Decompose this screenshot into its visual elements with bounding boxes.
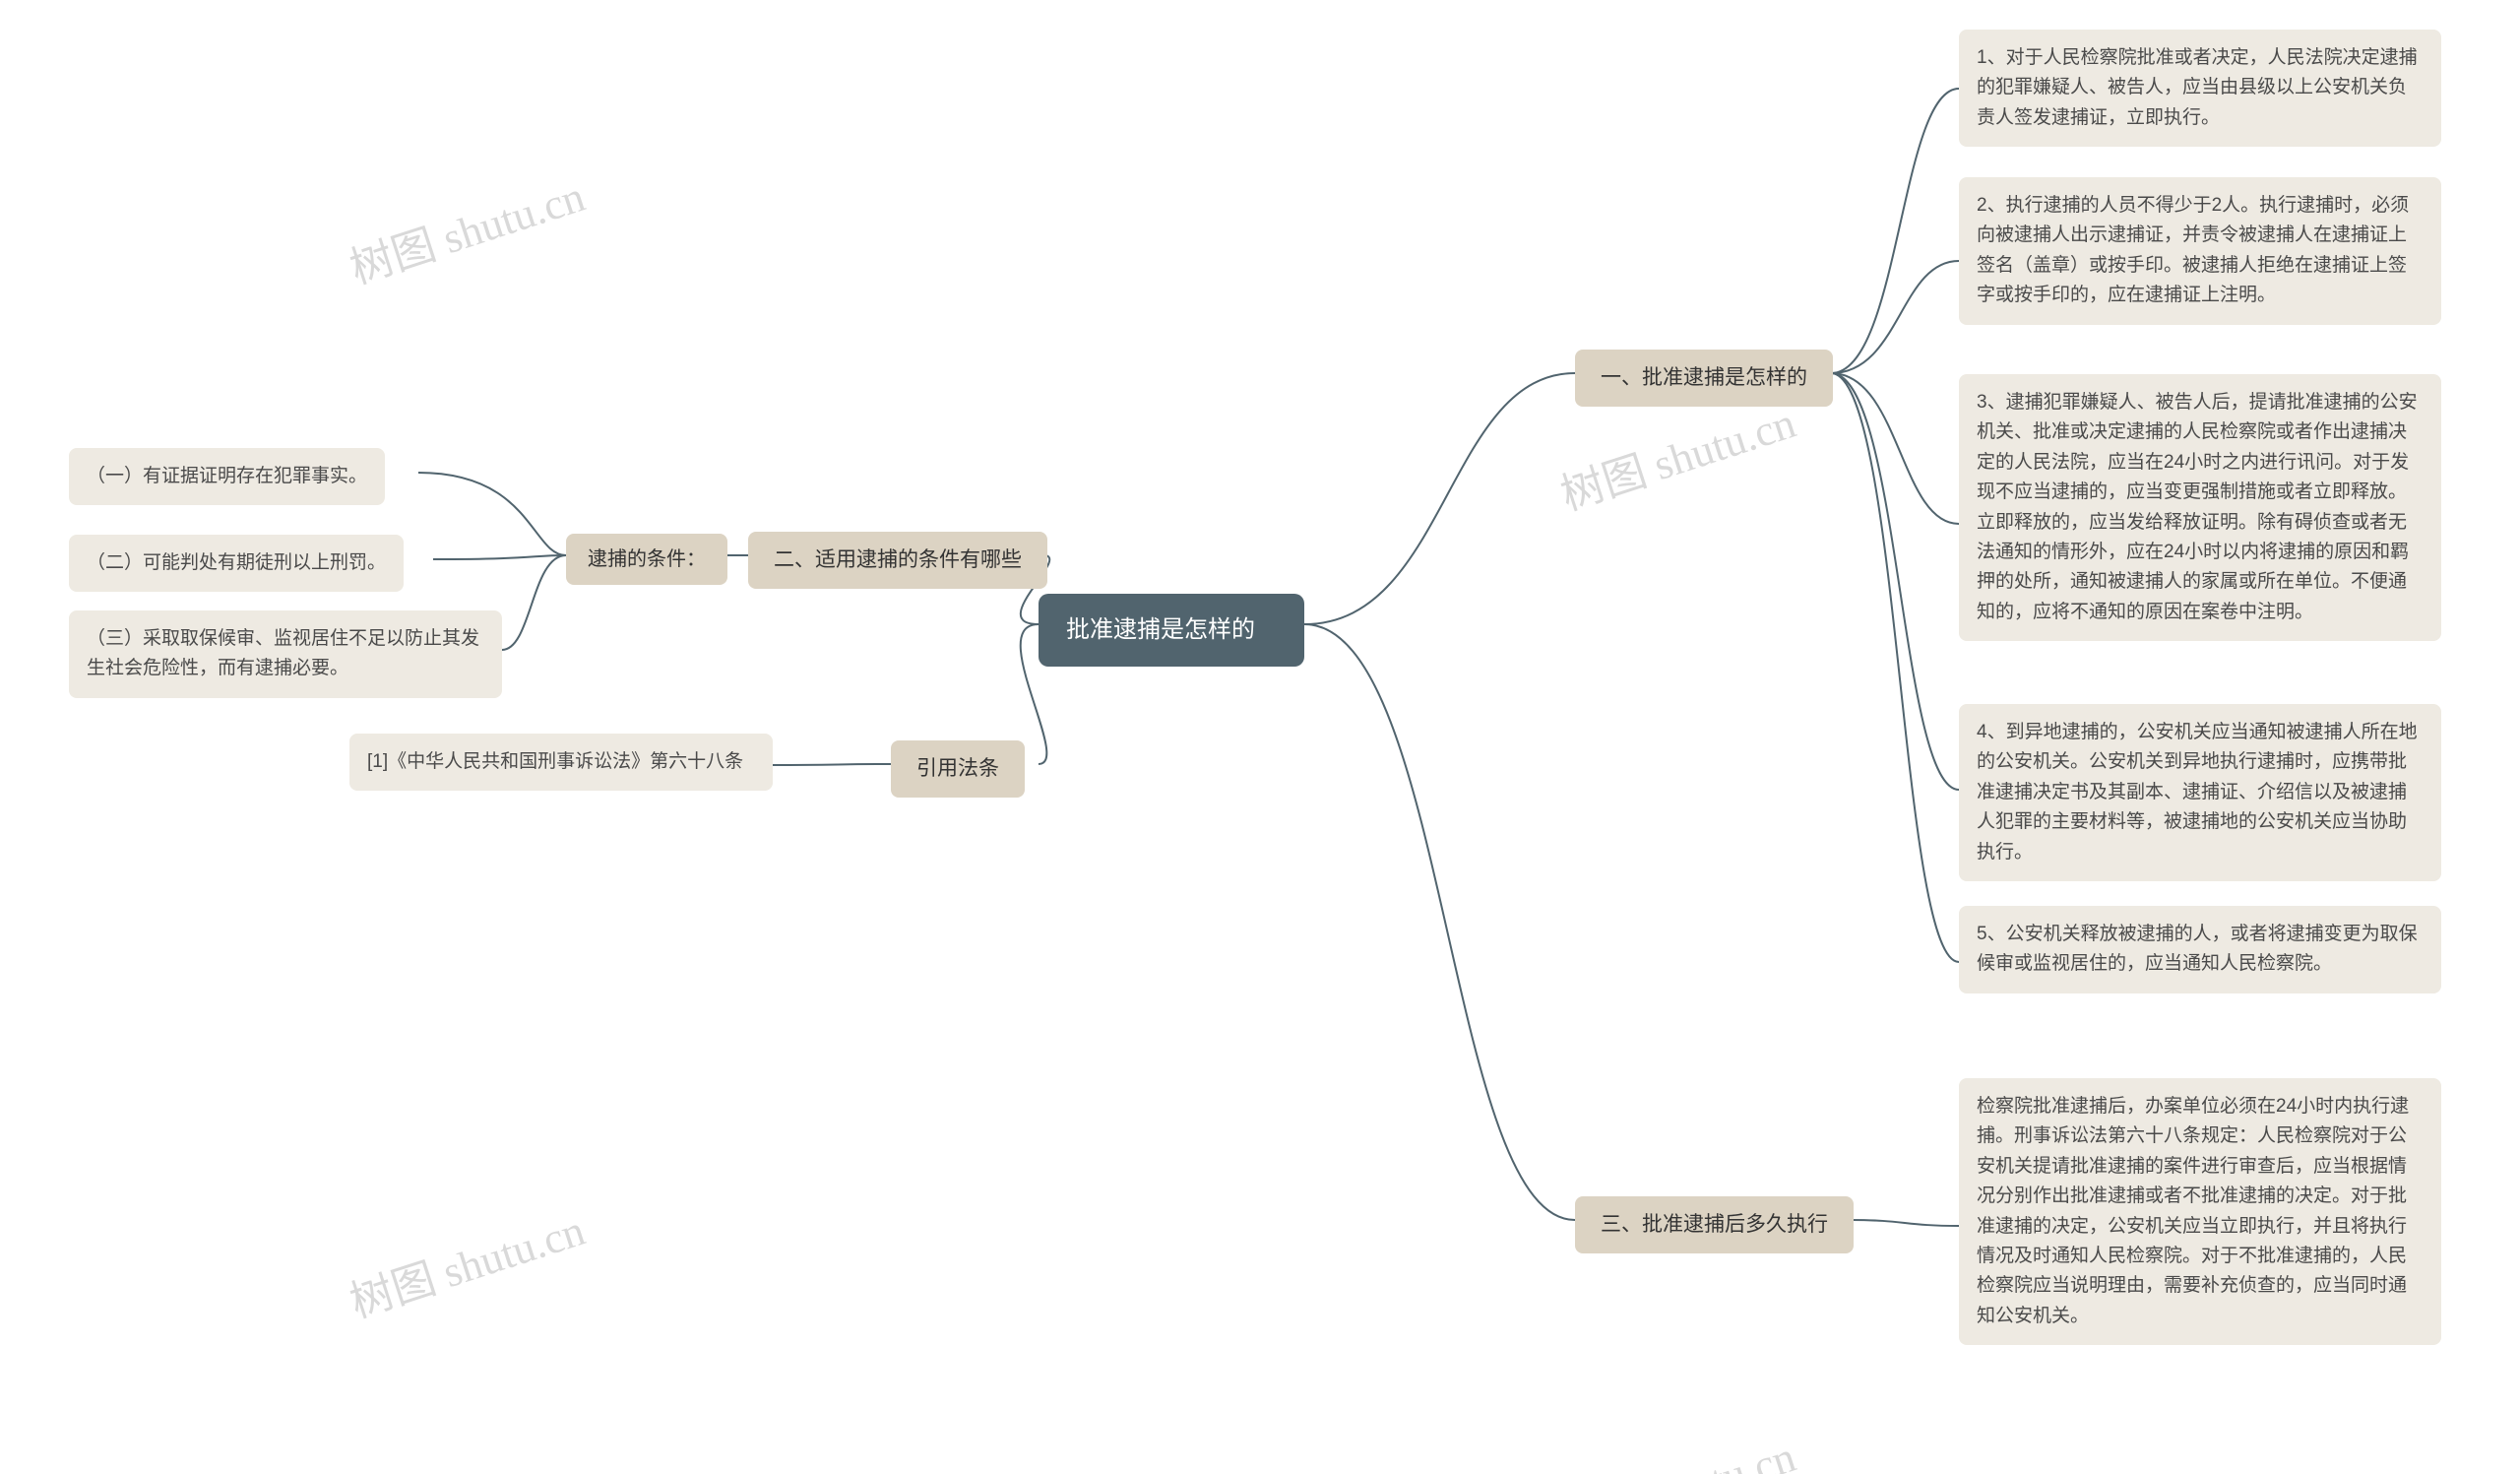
watermark: 树图 shutu.cn [341, 1194, 592, 1329]
leaf-node: 检察院批准逮捕后，办案单位必须在24小时内执行逮捕。刑事诉讼法第六十八条规定：人… [1959, 1078, 2441, 1345]
edge [1851, 1220, 1959, 1226]
sub-node: 逮捕的条件： [566, 534, 727, 585]
leaf-node: （一）有证据证明存在犯罪事实。 [69, 448, 385, 505]
leaf-node: （三）采取取保候审、监视居住不足以防止其发生社会危险性，而有逮捕必要。 [69, 610, 502, 698]
mindmap-canvas: { "type": "mindmap", "background_color":… [0, 0, 2520, 1474]
leaf-node: 3、逮捕犯罪嫌疑人、被告人后，提请批准逮捕的公安机关、批准或决定逮捕的人民检察院… [1959, 374, 2441, 641]
edge [418, 473, 566, 555]
edge [1831, 89, 1959, 373]
edge [773, 764, 891, 765]
branch-node-1: 一、批准逮捕是怎样的 [1575, 350, 1833, 407]
branch-node-4: 引用法条 [891, 740, 1025, 798]
leaf-node: 4、到异地逮捕的，公安机关应当通知被逮捕人所在地的公安机关。公安机关到异地执行逮… [1959, 704, 2441, 881]
edge [1304, 624, 1575, 1220]
leaf-node: [1]《中华人民共和国刑事诉讼法》第六十八条 [349, 734, 773, 791]
branch-node-2: 二、适用逮捕的条件有哪些 [748, 532, 1047, 589]
watermark: 树图 shutu.cn [1551, 387, 1802, 522]
edge [1831, 261, 1959, 373]
branch-node-3: 三、批准逮捕后多久执行 [1575, 1196, 1854, 1253]
leaf-node: 2、执行逮捕的人员不得少于2人。执行逮捕时，必须向被逮捕人出示逮捕证，并责令被逮… [1959, 177, 2441, 325]
leaf-node: 1、对于人民检察院批准或者决定，人民法院决定逮捕的犯罪嫌疑人、被告人，应当由县级… [1959, 30, 2441, 147]
leaf-node: （二）可能判处有期徒刑以上刑罚。 [69, 535, 404, 592]
edge [433, 555, 566, 559]
edge [1304, 373, 1575, 624]
edge [1831, 373, 1959, 962]
leaf-node: 5、公安机关释放被逮捕的人，或者将逮捕变更为取保候审或监视居住的，应当通知人民检… [1959, 906, 2441, 993]
edge [502, 555, 566, 650]
watermark: 树图 shutu.cn [1551, 1421, 1802, 1474]
root-node: 批准逮捕是怎样的 [1039, 594, 1304, 667]
edge [1831, 373, 1959, 524]
watermark: 树图 shutu.cn [341, 160, 592, 295]
edge [1831, 373, 1959, 790]
